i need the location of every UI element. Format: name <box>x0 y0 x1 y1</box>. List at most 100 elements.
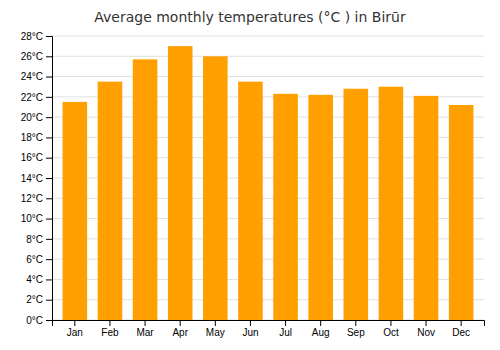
x-tick: Dec <box>452 320 470 338</box>
y-tick-mark <box>46 300 52 301</box>
y-tick-label: 10°C <box>21 213 43 224</box>
y-tick-mark <box>46 279 52 280</box>
plot: 0°C 2°C 4°C 6°C 8°C 10°C 12°C 14°C 16°C 18°C 20°C 2… <box>21 31 485 338</box>
grid-line <box>52 36 484 37</box>
x-tick-mark <box>215 320 216 326</box>
x-tick-mark <box>145 320 146 326</box>
y-tick: 26°C <box>21 51 52 62</box>
bars <box>63 46 474 320</box>
y-tick: 8°C <box>26 234 52 245</box>
y-tick-label: 24°C <box>21 71 43 82</box>
y-tick-label: 18°C <box>21 132 43 143</box>
y-tick-mark <box>46 77 52 78</box>
bar <box>273 94 298 320</box>
y-tick: 6°C <box>26 254 52 265</box>
bar <box>63 102 88 320</box>
grid <box>52 36 484 320</box>
x-tick-label: May <box>206 327 225 338</box>
x-axis-line <box>53 321 485 327</box>
y-tick-label: 22°C <box>21 92 43 103</box>
x-tick: Apr <box>172 320 188 338</box>
y-tick: 20°C <box>21 112 52 123</box>
y-tick-label: 16°C <box>21 152 43 163</box>
y-tick: 22°C <box>21 92 52 103</box>
y-tick-mark <box>46 239 52 240</box>
x-tick: Sep <box>347 320 365 338</box>
title: Average monthly temperatures (°C ) in Bi… <box>94 9 406 25</box>
bar <box>308 95 333 320</box>
y-tick: 0°C <box>26 315 52 326</box>
y-tick-mark <box>46 178 52 179</box>
bar <box>238 82 263 320</box>
x-tick-label: Jun <box>242 327 258 338</box>
bar <box>379 87 404 320</box>
bar <box>98 82 123 320</box>
y-tick-label: 0°C <box>26 315 43 326</box>
y-tick: 4°C <box>26 274 52 285</box>
x-tick: Jul <box>279 320 292 338</box>
x-tick: Feb <box>101 320 119 338</box>
x-tick-mark <box>250 320 251 326</box>
y-tick: 24°C <box>21 71 52 82</box>
x-tick-mark <box>285 320 286 326</box>
x-tick-mark <box>74 320 75 326</box>
bar <box>203 56 228 320</box>
y-tick-label: 14°C <box>21 173 43 184</box>
y-tick-label: 6°C <box>26 254 43 265</box>
bar <box>168 46 193 320</box>
grid-line <box>52 76 484 77</box>
x-tick-label: Mar <box>136 327 154 338</box>
y-axis: 0°C 2°C 4°C 6°C 8°C 10°C 12°C 14°C 16°C 18°C 20°C 2… <box>21 31 53 326</box>
y-tick-mark <box>46 219 52 220</box>
y-tick: 16°C <box>21 152 52 163</box>
y-tick: 18°C <box>21 132 52 143</box>
y-tick-label: 2°C <box>26 294 43 305</box>
y-axis-line <box>46 37 53 321</box>
y-tick-mark <box>46 36 52 37</box>
bar <box>449 105 474 320</box>
x-tick: Jan <box>67 320 83 338</box>
x-tick-mark <box>109 320 110 326</box>
bar <box>414 96 439 320</box>
x-tick-label: Aug <box>312 327 330 338</box>
y-tick-label: 4°C <box>26 274 43 285</box>
x-tick-mark <box>461 320 462 326</box>
x-tick-label: Nov <box>417 327 435 338</box>
grid-line <box>52 56 484 57</box>
x-tick-mark <box>180 320 181 326</box>
bar <box>344 89 369 320</box>
y-tick: 14°C <box>21 173 52 184</box>
x-tick: Nov <box>417 320 435 338</box>
y-tick: 28°C <box>21 31 52 42</box>
y-tick-mark <box>46 158 52 159</box>
y-tick-label: 20°C <box>21 112 43 123</box>
x-tick: Oct <box>383 320 399 338</box>
y-tick-mark <box>46 97 52 98</box>
y-tick: 12°C <box>21 193 52 204</box>
y-tick-label: 8°C <box>26 234 43 245</box>
x-tick: Aug <box>312 320 330 338</box>
x-axis: Jan Feb Mar Apr May Jun Jul Aug Sep Oct Nov Dec <box>53 320 485 338</box>
x-tick: Mar <box>136 320 154 338</box>
x-tick-label: Jan <box>67 327 83 338</box>
x-tick-label: Feb <box>101 327 119 338</box>
x-tick-mark <box>426 320 427 326</box>
y-tick-mark <box>46 198 52 199</box>
x-tick-mark <box>390 320 391 326</box>
x-tick: Jun <box>242 320 258 338</box>
chart: 0°C 2°C 4°C 6°C 8°C 10°C 12°C 14°C 16°C 18°C 20°C 2… <box>0 0 500 350</box>
y-tick-label: 26°C <box>21 51 43 62</box>
x-tick-mark <box>355 320 356 326</box>
x-tick-label: Oct <box>383 327 399 338</box>
y-tick-mark <box>46 320 52 321</box>
x-tick-mark <box>320 320 321 326</box>
bar <box>133 59 158 320</box>
y-tick-mark <box>46 137 52 138</box>
x-tick-label: Apr <box>172 327 188 338</box>
y-tick-label: 28°C <box>21 31 43 42</box>
y-tick: 10°C <box>21 213 52 224</box>
y-tick-mark <box>46 259 52 260</box>
x-tick-label: Sep <box>347 327 365 338</box>
x-tick: May <box>206 320 225 338</box>
y-tick-mark <box>46 117 52 118</box>
